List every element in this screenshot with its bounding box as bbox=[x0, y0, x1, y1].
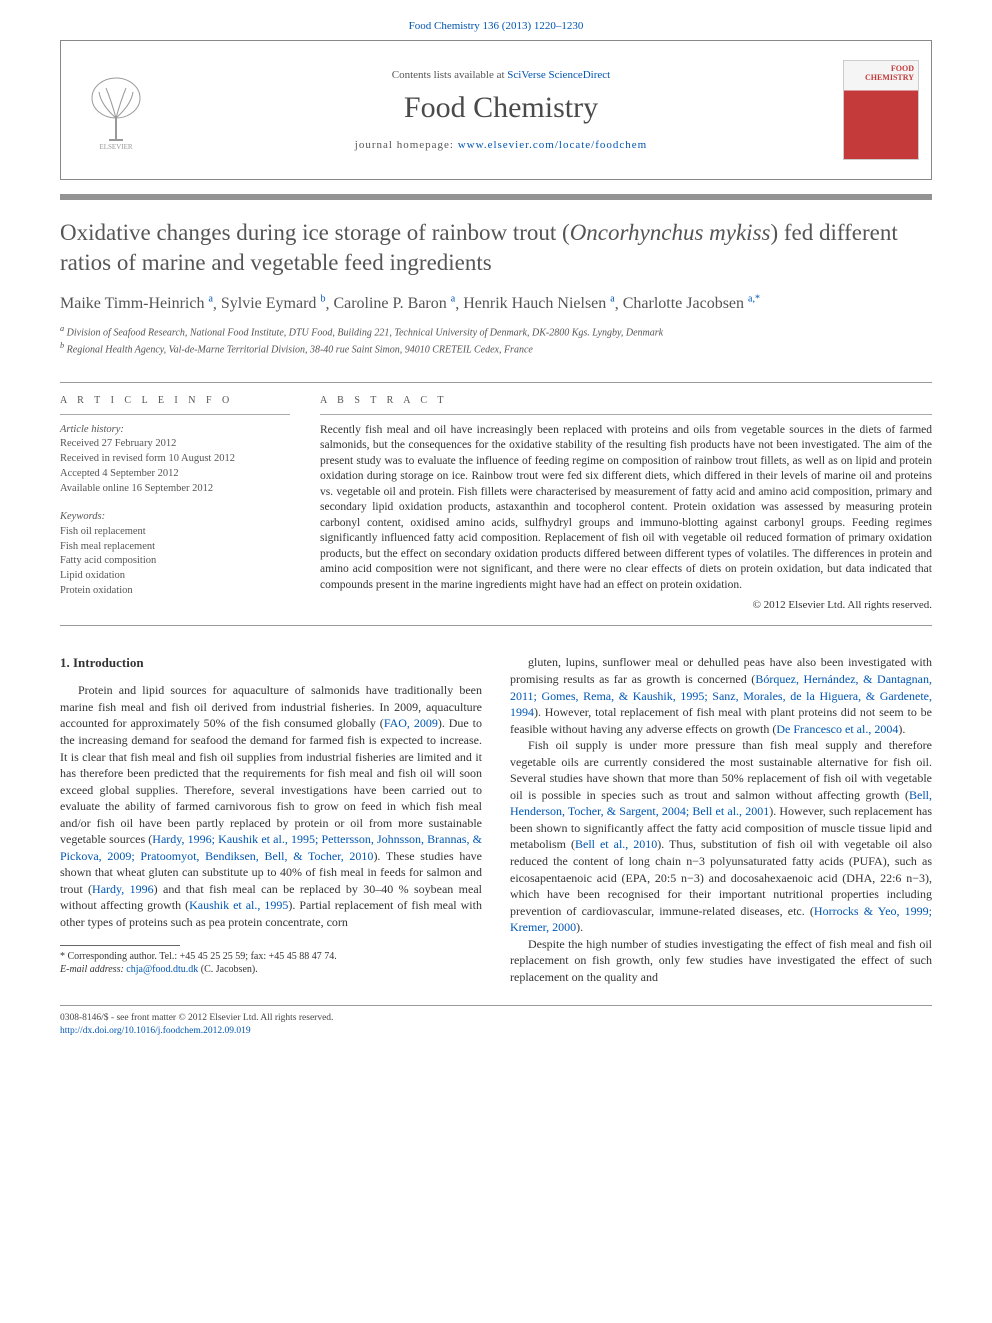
history-label: Article history: bbox=[60, 423, 290, 438]
article-title: Oxidative changes during ice storage of … bbox=[60, 218, 932, 278]
svg-text:ELSEVIER: ELSEVIER bbox=[99, 143, 132, 150]
citation-link[interactable]: FAO, 2009 bbox=[384, 716, 438, 730]
sciencedirect-link[interactable]: SciVerse ScienceDirect bbox=[507, 69, 610, 81]
keyword: Fish meal replacement bbox=[60, 540, 290, 555]
affiliation: a Division of Seafood Research, National… bbox=[60, 323, 932, 340]
body-paragraph: gluten, lupins, sunflower meal or dehull… bbox=[510, 654, 932, 737]
body-column-right: gluten, lupins, sunflower meal or dehull… bbox=[510, 654, 932, 985]
body-paragraph: Fish oil supply is under more pressure t… bbox=[510, 737, 932, 936]
citation-link[interactable]: Food Chemistry 136 (2013) 1220–1230 bbox=[409, 20, 584, 32]
publisher-logo-wrap: ELSEVIER bbox=[61, 60, 171, 160]
citation-link[interactable]: Kaushik et al., 1995 bbox=[189, 898, 288, 912]
history-line: Received 27 February 2012 bbox=[60, 437, 290, 452]
page-footer: 0308-8146/$ - see front matter © 2012 El… bbox=[60, 1005, 932, 1057]
abstract-text: Recently fish meal and oil have increasi… bbox=[320, 423, 932, 594]
journal-homepage-line: journal homepage: www.elsevier.com/locat… bbox=[171, 139, 831, 151]
author: Maike Timm-Heinrich a bbox=[60, 295, 213, 312]
availability-line: Contents lists available at SciVerse Sci… bbox=[171, 69, 831, 81]
citation-link[interactable]: De Francesco et al., 2004 bbox=[776, 722, 898, 736]
article-info-label: A R T I C L E I N F O bbox=[60, 395, 290, 406]
abstract-copyright: © 2012 Elsevier Ltd. All rights reserved… bbox=[320, 599, 932, 611]
body-column-left: 1. Introduction Protein and lipid source… bbox=[60, 654, 482, 985]
keyword: Fatty acid composition bbox=[60, 554, 290, 569]
journal-cover-thumbnail: FOODCHEMISTRY bbox=[843, 60, 919, 160]
history-line: Available online 16 September 2012 bbox=[60, 482, 290, 497]
email-link[interactable]: chja@food.dtu.dk bbox=[126, 964, 198, 975]
author: Caroline P. Baron a bbox=[333, 295, 455, 312]
journal-banner: ELSEVIER Contents lists available at Sci… bbox=[60, 40, 932, 180]
journal-homepage-link[interactable]: www.elsevier.com/locate/foodchem bbox=[458, 139, 648, 151]
running-header: Food Chemistry 136 (2013) 1220–1230 bbox=[0, 0, 992, 40]
author: Henrik Hauch Nielsen a bbox=[463, 295, 615, 312]
keywords-label: Keywords: bbox=[60, 510, 290, 525]
journal-name: Food Chemistry bbox=[171, 91, 831, 125]
affiliation-list: a Division of Seafood Research, National… bbox=[60, 323, 932, 358]
author: Charlotte Jacobsen a,* bbox=[623, 295, 760, 312]
abstract-column: A B S T R A C T Recently fish meal and o… bbox=[320, 395, 932, 612]
keyword: Protein oxidation bbox=[60, 584, 290, 599]
affiliation: b Regional Health Agency, Val-de-Marne T… bbox=[60, 340, 932, 357]
keyword: Lipid oxidation bbox=[60, 569, 290, 584]
elsevier-tree-icon: ELSEVIER bbox=[81, 70, 151, 150]
article-info-column: A R T I C L E I N F O Article history: R… bbox=[60, 395, 290, 612]
corresponding-author-footnote: * Corresponding author. Tel.: +45 45 25 … bbox=[60, 950, 482, 963]
body-paragraph: Despite the high number of studies inves… bbox=[510, 936, 932, 986]
author-list: Maike Timm-Heinrich a, Sylvie Eymard b, … bbox=[60, 294, 932, 313]
history-line: Received in revised form 10 August 2012 bbox=[60, 452, 290, 467]
abstract-label: A B S T R A C T bbox=[320, 395, 932, 406]
author: Sylvie Eymard b bbox=[221, 295, 326, 312]
keyword: Fish oil replacement bbox=[60, 525, 290, 540]
email-footnote: E-mail address: chja@food.dtu.dk (C. Jac… bbox=[60, 963, 482, 976]
history-line: Accepted 4 September 2012 bbox=[60, 467, 290, 482]
footnote-rule bbox=[60, 945, 180, 946]
doi-link[interactable]: http://dx.doi.org/10.1016/j.foodchem.201… bbox=[60, 1026, 251, 1036]
citation-link[interactable]: Hardy, 1996 bbox=[92, 882, 154, 896]
body-two-column: 1. Introduction Protein and lipid source… bbox=[0, 626, 992, 995]
body-paragraph: Protein and lipid sources for aquacultur… bbox=[60, 682, 482, 930]
citation-link[interactable]: Bell et al., 2010 bbox=[575, 837, 657, 851]
section-heading: 1. Introduction bbox=[60, 654, 482, 672]
footer-copyright: 0308-8146/$ - see front matter © 2012 El… bbox=[60, 1013, 333, 1023]
